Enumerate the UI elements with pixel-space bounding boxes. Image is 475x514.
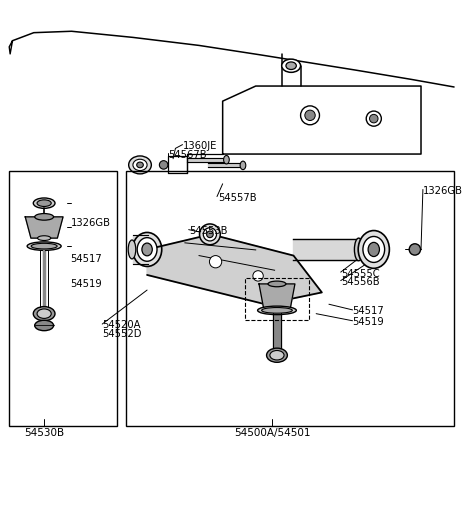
Ellipse shape	[137, 237, 157, 261]
Ellipse shape	[368, 243, 380, 256]
Text: 54557B: 54557B	[218, 193, 256, 203]
Text: 54567B: 54567B	[168, 150, 207, 159]
Ellipse shape	[257, 306, 296, 315]
Polygon shape	[223, 86, 421, 154]
Bar	[245, 278, 309, 320]
Text: 1326GB: 1326GB	[423, 186, 464, 196]
Bar	[9, 171, 117, 426]
Ellipse shape	[286, 62, 296, 69]
Text: 54553B: 54553B	[190, 226, 228, 236]
Ellipse shape	[200, 224, 220, 245]
Circle shape	[305, 110, 315, 120]
Circle shape	[370, 115, 378, 123]
Polygon shape	[147, 234, 322, 304]
Ellipse shape	[207, 231, 213, 237]
Ellipse shape	[128, 240, 136, 259]
Circle shape	[209, 255, 222, 268]
Ellipse shape	[203, 228, 217, 241]
Polygon shape	[25, 217, 63, 238]
Ellipse shape	[133, 159, 147, 171]
Ellipse shape	[354, 238, 363, 261]
Circle shape	[253, 271, 263, 281]
Ellipse shape	[270, 351, 284, 360]
Text: 54519: 54519	[352, 317, 384, 327]
Ellipse shape	[133, 232, 162, 266]
Text: 54530B: 54530B	[24, 428, 64, 438]
Ellipse shape	[240, 161, 246, 170]
Ellipse shape	[142, 243, 152, 256]
Ellipse shape	[363, 236, 385, 263]
Text: 1326GB: 1326GB	[71, 218, 111, 228]
Ellipse shape	[224, 155, 229, 164]
Ellipse shape	[268, 281, 286, 287]
Text: 54517: 54517	[71, 254, 102, 264]
Ellipse shape	[129, 156, 152, 174]
Bar	[126, 171, 454, 426]
Circle shape	[366, 111, 381, 126]
Ellipse shape	[266, 348, 287, 362]
Ellipse shape	[31, 243, 57, 249]
Ellipse shape	[137, 162, 143, 168]
Text: 54556B: 54556B	[341, 277, 380, 287]
Ellipse shape	[27, 242, 61, 250]
Ellipse shape	[160, 161, 168, 169]
Ellipse shape	[33, 306, 55, 321]
Ellipse shape	[37, 200, 51, 207]
Text: 54500A/54501: 54500A/54501	[234, 428, 311, 438]
Ellipse shape	[358, 231, 389, 268]
Ellipse shape	[282, 59, 301, 72]
Ellipse shape	[262, 307, 292, 313]
Text: 54517: 54517	[352, 306, 384, 316]
Ellipse shape	[35, 320, 54, 331]
Text: 54520A: 54520A	[102, 320, 141, 331]
Ellipse shape	[35, 213, 54, 220]
Text: 1360JE: 1360JE	[182, 141, 217, 151]
Polygon shape	[259, 284, 295, 309]
Circle shape	[301, 106, 320, 125]
Ellipse shape	[33, 198, 55, 208]
Text: 54519: 54519	[71, 279, 102, 289]
Ellipse shape	[37, 309, 51, 318]
Text: 54555C: 54555C	[341, 268, 380, 279]
Ellipse shape	[38, 236, 51, 241]
Polygon shape	[273, 311, 281, 354]
Ellipse shape	[409, 244, 420, 255]
Text: 54552D: 54552D	[102, 329, 142, 339]
